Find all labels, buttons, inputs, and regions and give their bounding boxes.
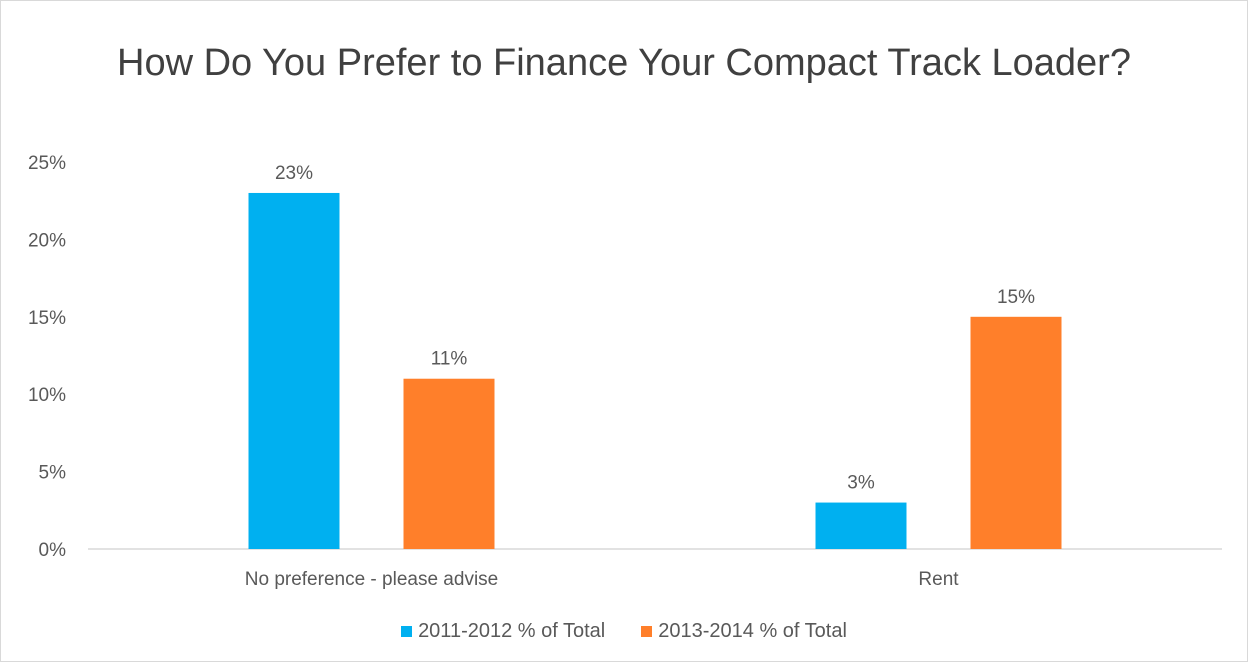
- data-label: 11%: [431, 349, 468, 370]
- y-axis: 0% 5% 10% 15% 20% 25%: [28, 153, 66, 561]
- y-tick-label: 20%: [28, 230, 66, 251]
- y-tick-label: 10%: [28, 385, 66, 406]
- legend-label-series-2: 2013-2014 % of Total: [658, 620, 847, 642]
- data-label: 15%: [997, 287, 1035, 308]
- data-labels: 23% 11% 3% 15%: [275, 163, 1035, 494]
- x-axis: No preference - please advise Rent: [245, 569, 960, 590]
- legend-item-series-2: 2013-2014 % of Total: [641, 620, 847, 643]
- bar-series-2-1: [403, 378, 495, 549]
- bar-series-1-1: [248, 192, 340, 549]
- y-tick-label: 15%: [28, 308, 66, 329]
- chart-title: How Do You Prefer to Finance Your Compac…: [117, 42, 1131, 84]
- bar-series-1-2: [815, 502, 907, 549]
- x-tick-label: Rent: [918, 569, 959, 590]
- bars: [248, 192, 1062, 549]
- data-label: 3%: [847, 473, 875, 494]
- legend-swatch-series-2: [641, 626, 653, 637]
- y-tick-label: 0%: [39, 540, 67, 561]
- bar-series-2-2: [970, 316, 1062, 549]
- x-tick-label: No preference - please advise: [245, 569, 498, 590]
- data-label: 23%: [275, 163, 313, 184]
- legend-item-series-1: 2011-2012 % of Total: [401, 620, 605, 643]
- y-tick-label: 25%: [28, 153, 66, 174]
- legend-swatch-series-1: [401, 626, 413, 637]
- legend: 2011-2012 % of Total 2013-2014 % of Tota…: [0, 620, 1248, 643]
- legend-label-series-1: 2011-2012 % of Total: [418, 620, 606, 642]
- y-tick-label: 5%: [39, 463, 67, 484]
